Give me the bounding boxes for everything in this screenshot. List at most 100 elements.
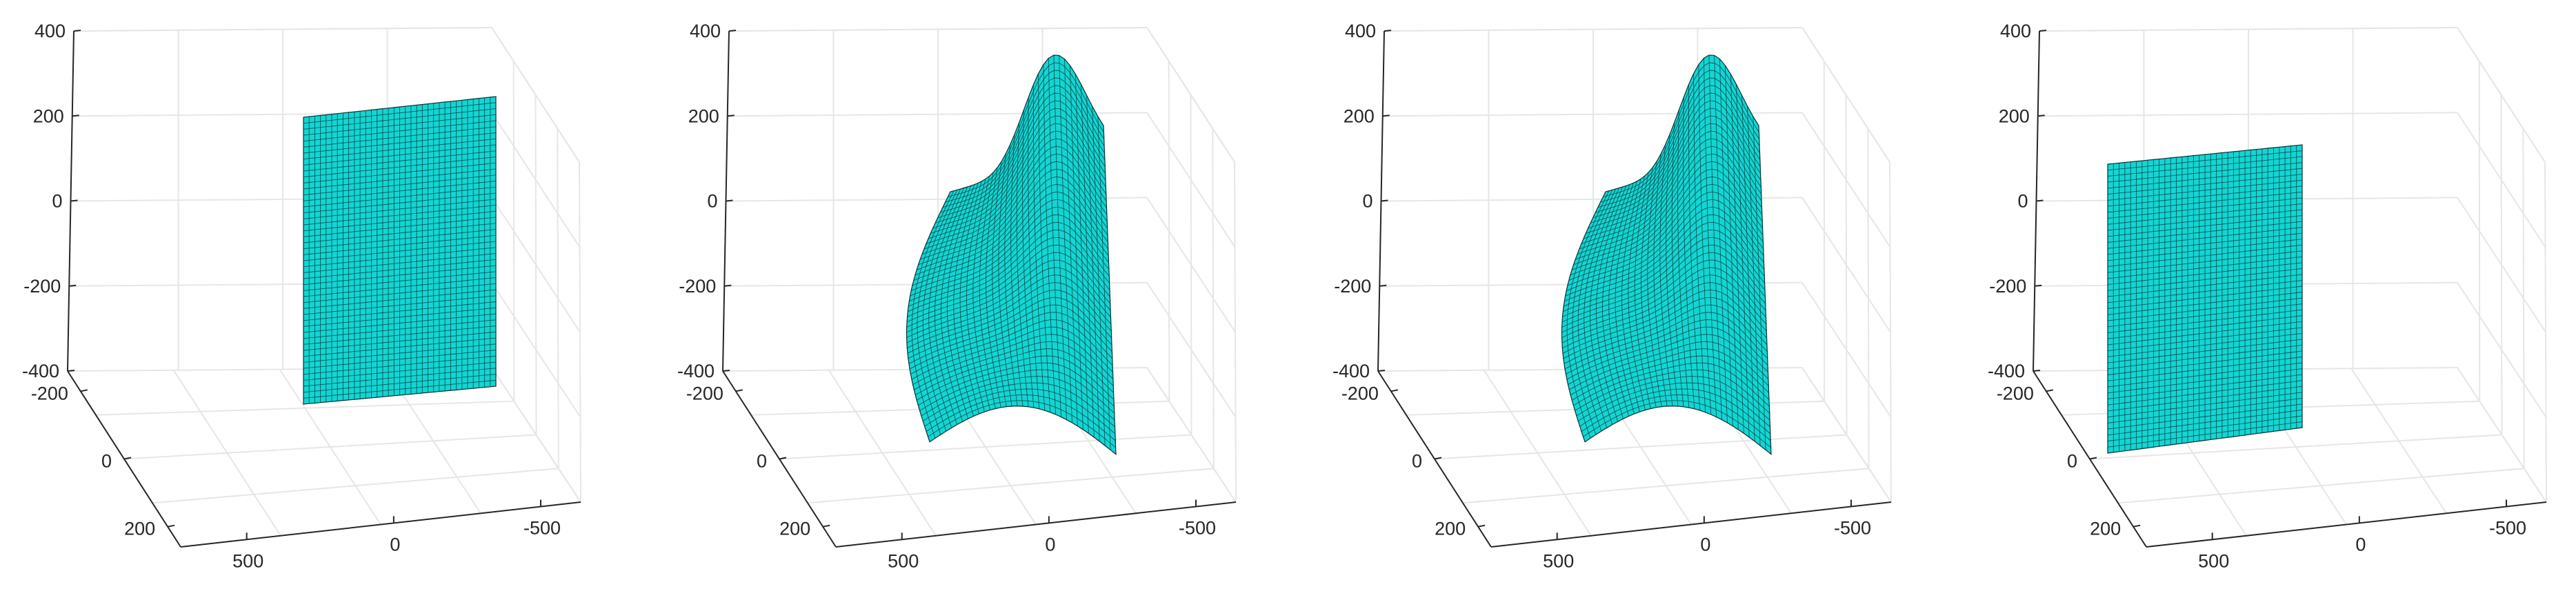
z-tick-label: -400: [677, 361, 715, 381]
mesh-line-v: [1561, 244, 1766, 323]
mesh-line-v: [2107, 209, 2303, 231]
x-tick-label: 500: [2198, 550, 2229, 571]
mesh-line-v: [303, 168, 497, 190]
z-tick-label: -400: [1332, 361, 1370, 381]
mesh-line-v: [303, 205, 497, 226]
mesh-line-v: [2107, 203, 2303, 225]
mesh-line-v: [907, 289, 1112, 354]
mesh-line-v: [1561, 267, 1766, 339]
mesh-line-v: [303, 229, 497, 250]
grid-line: [1801, 367, 1892, 503]
y-tick-label: 200: [124, 519, 155, 539]
mesh-line-v: [303, 126, 497, 148]
mesh-line-v: [1579, 388, 1771, 435]
x-tick-label: 500: [888, 550, 919, 571]
z-tick-label: 200: [33, 106, 64, 126]
mesh-line-v: [303, 271, 497, 291]
grid-line: [1190, 94, 1192, 435]
mesh-line-v: [2107, 327, 2303, 352]
y-tick-mark: [2133, 524, 2141, 528]
mesh-line-v: [303, 181, 497, 201]
mesh-line-v: [918, 161, 1108, 266]
z-tick-label: 0: [2017, 191, 2028, 212]
mesh-line-v: [1577, 382, 1770, 428]
mesh-line-v: [1600, 70, 1760, 203]
mesh-line-v: [2107, 321, 2303, 346]
z-tick-mark: [1384, 30, 1392, 32]
z-tick-label: 0: [52, 191, 62, 212]
mesh-line-v: [937, 92, 1106, 219]
mesh-line-v: [1588, 108, 1761, 229]
grid-line: [1889, 161, 1892, 503]
mesh-line-v: [913, 183, 1108, 281]
mesh-line-v: [303, 210, 497, 232]
grid-line: [2117, 468, 2524, 504]
grid-line: [1462, 468, 1869, 504]
y-tick-label: 0: [1412, 451, 1422, 472]
mesh-line-v: [2107, 168, 2303, 189]
mesh-line-v: [303, 120, 497, 142]
mesh-line-v: [2107, 292, 2303, 315]
grid-line: [1845, 94, 1848, 435]
grid-lines: [2033, 27, 2547, 537]
grid-line: [152, 468, 559, 504]
mesh-line-v: [918, 362, 1115, 407]
mesh-line-v: [2107, 303, 2303, 328]
mesh-line-v: [2107, 250, 2303, 273]
z-tick-mark: [2039, 30, 2047, 32]
grid-line: [491, 27, 580, 163]
mesh-line-v: [914, 341, 1114, 390]
y-tick-label: 0: [101, 451, 112, 472]
mesh-line-v: [2107, 357, 2303, 381]
mesh-line-v: [303, 307, 497, 327]
mesh-line-v: [906, 252, 1111, 328]
mesh-line-v: [948, 62, 1104, 197]
grid-line: [1146, 27, 1235, 163]
mesh-line-v: [1563, 297, 1768, 359]
mesh-line-v: [916, 355, 1115, 401]
x-axis: [180, 501, 581, 548]
mesh-line-v: [1581, 130, 1762, 245]
y-tick-mark: [1434, 457, 1442, 460]
mesh-line-v: [1564, 214, 1765, 302]
mesh-line-v: [2107, 221, 2303, 243]
mesh-line-v: [303, 301, 497, 321]
y-tick-mark: [735, 389, 743, 392]
mesh-line-v: [1571, 355, 1770, 401]
mesh-line-v: [930, 115, 1106, 234]
mesh-line-v: [303, 265, 497, 286]
mesh-line-v: [303, 102, 497, 124]
mesh-line-v: [303, 241, 497, 261]
mesh-line-v: [303, 199, 497, 219]
z-tick-label: 0: [1362, 191, 1372, 212]
mesh-line-v: [2107, 344, 2303, 370]
x-axis: [1490, 501, 1892, 548]
mesh-line-v: [2107, 403, 2303, 430]
y-tick-mark: [1477, 524, 1486, 528]
z-tick-mark: [1382, 114, 1390, 117]
mesh-line-v: [2107, 239, 2303, 261]
mesh-line-v: [2107, 232, 2303, 255]
mesh-line-v: [303, 368, 497, 387]
mesh-line-v: [915, 348, 1114, 396]
y-tick-label: -200: [686, 383, 723, 403]
mesh-line-v: [907, 237, 1110, 317]
mesh-line-v: [909, 312, 1113, 370]
x-tick-label: 0: [1045, 534, 1055, 555]
mesh-line-v: [940, 85, 1105, 213]
mesh-line-v: [1564, 304, 1768, 364]
mesh-line-v: [1565, 206, 1764, 297]
mesh-line-v: [1566, 319, 1768, 375]
y-tick-mark: [2046, 389, 2054, 392]
mesh-line-v: [1570, 348, 1769, 396]
mesh-line-v: [2107, 227, 2303, 249]
z-tick-label: -400: [1988, 361, 2025, 381]
grid-line: [579, 161, 581, 503]
y-tick-mark: [167, 524, 175, 528]
y-tick-mark: [80, 389, 88, 392]
mesh-line-v: [2107, 339, 2303, 363]
x-tick-label: -500: [1834, 518, 1871, 539]
z-tick-mark: [2033, 370, 2041, 372]
mesh-line-v: [303, 217, 497, 237]
